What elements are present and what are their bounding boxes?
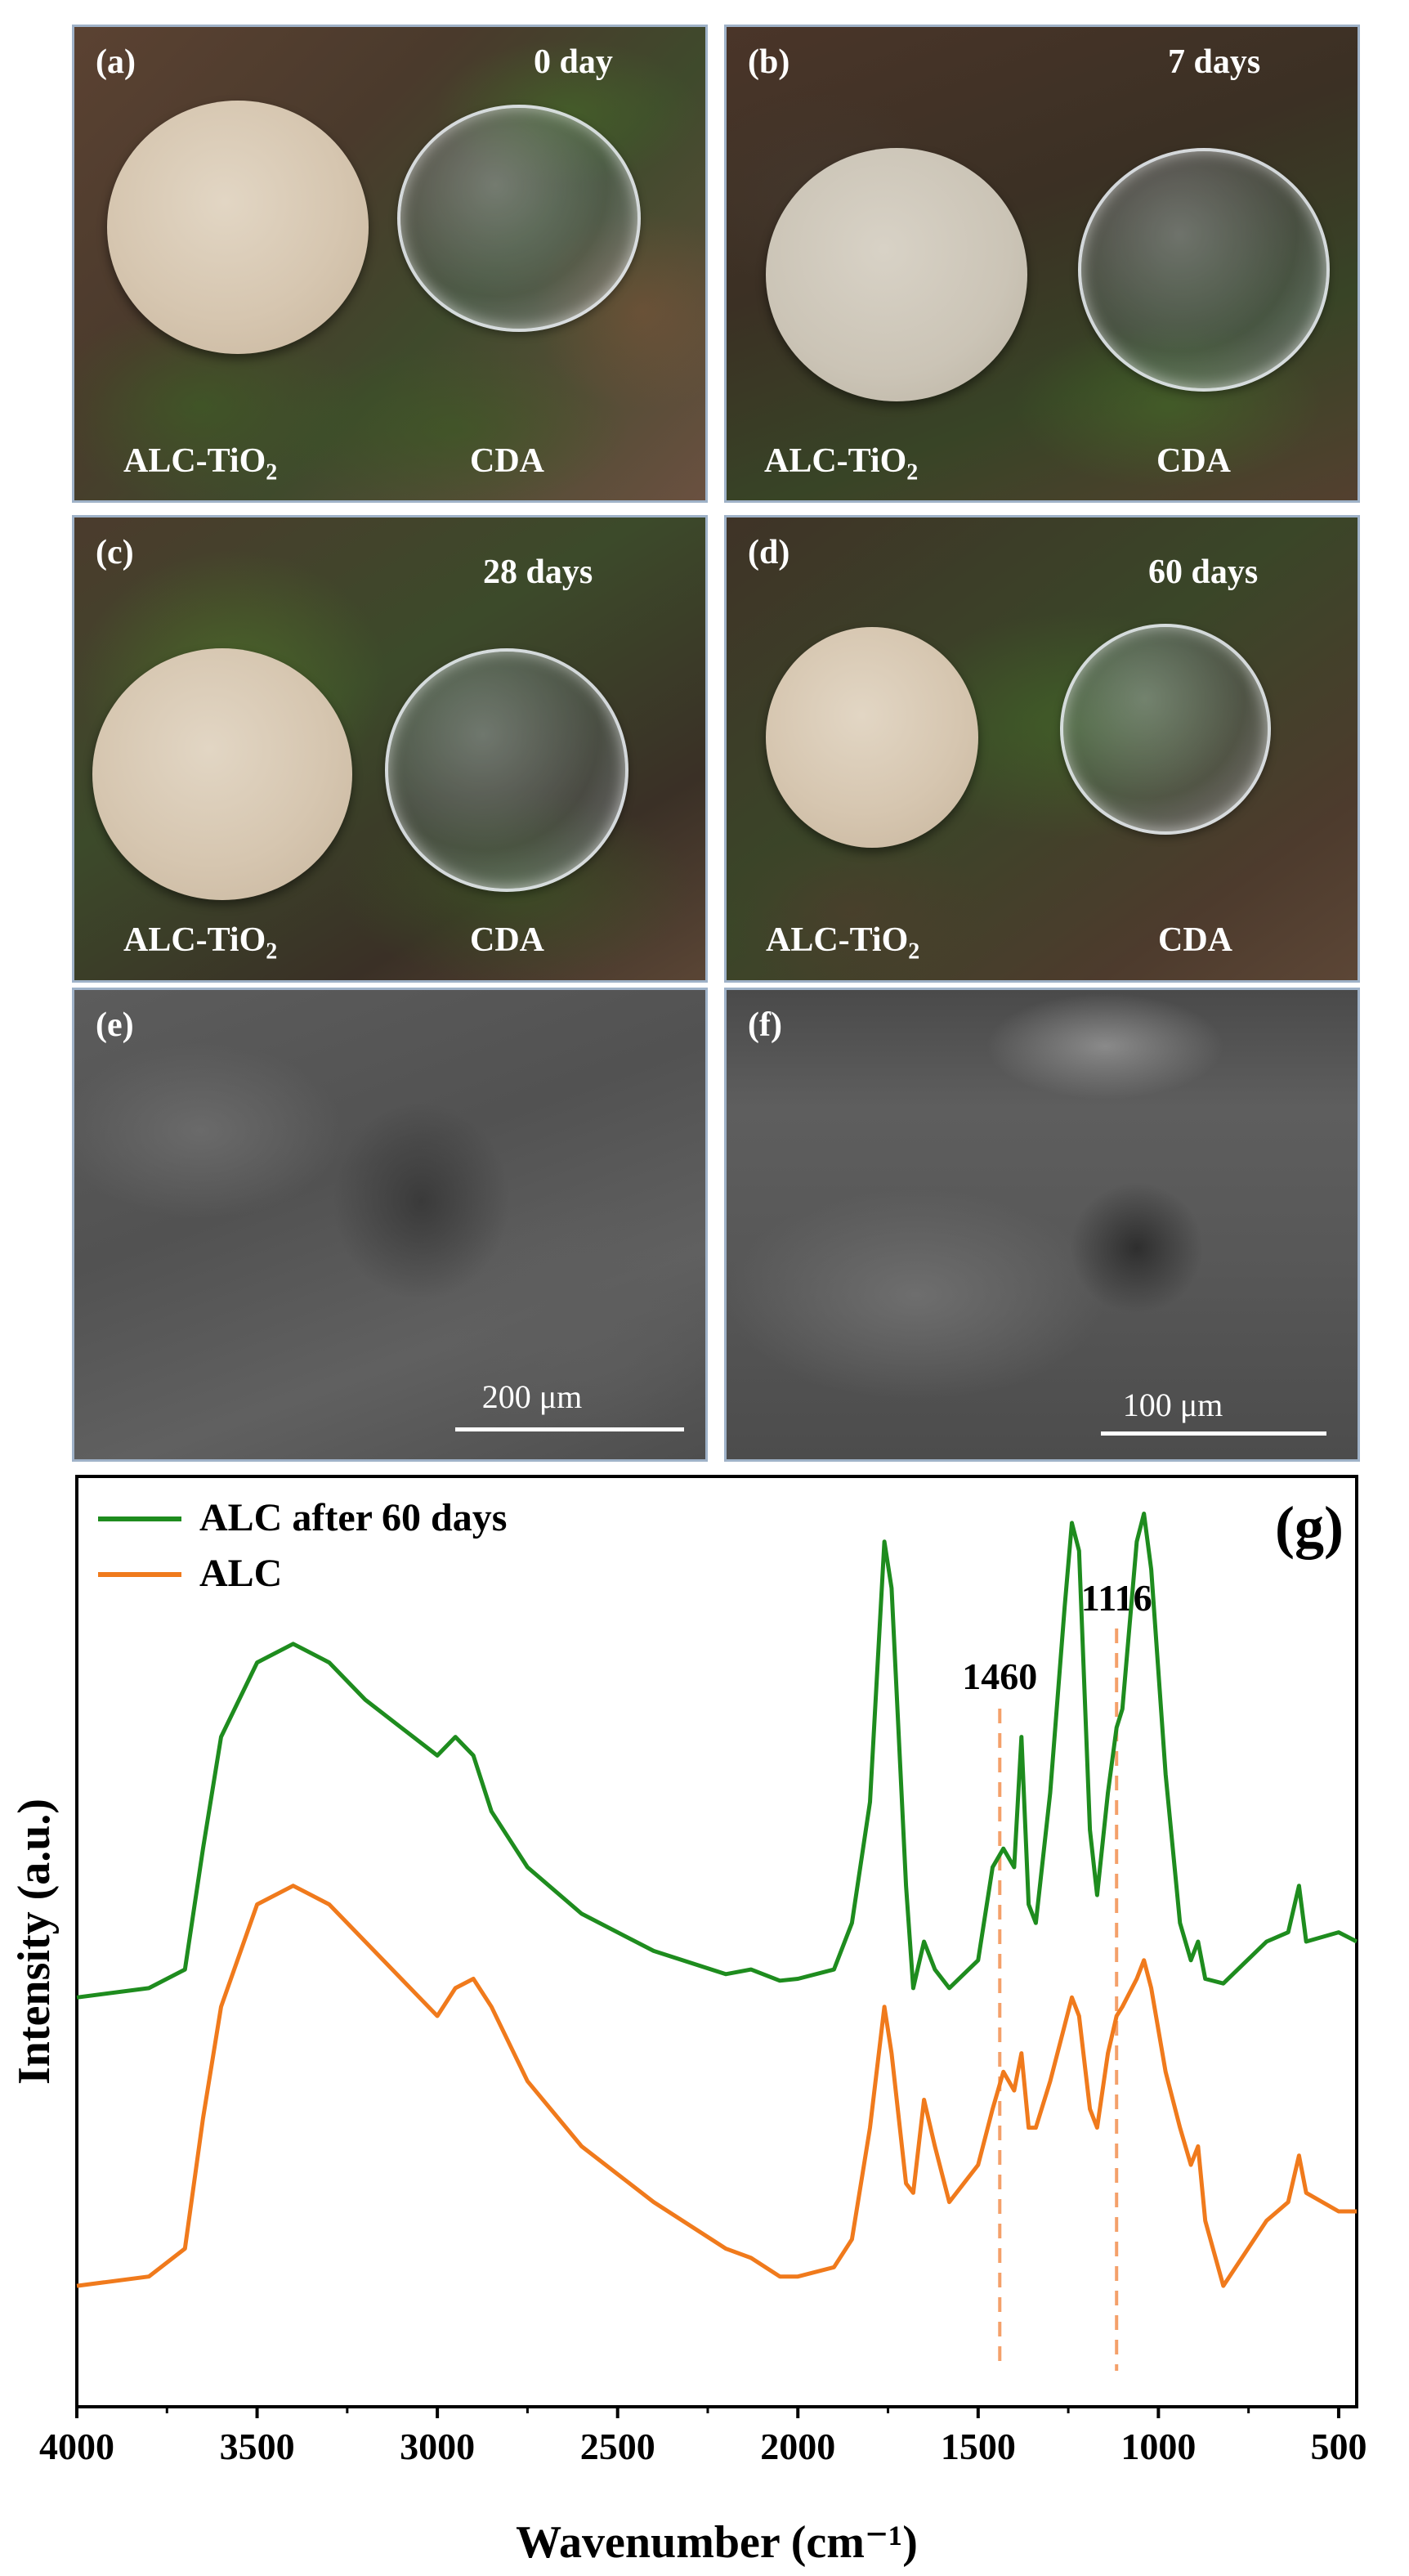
- sem-panel-e: (e) 200 μm: [72, 988, 708, 1462]
- plot-frame: [75, 1475, 1358, 2408]
- x-tick-label: 4000: [39, 2426, 114, 2467]
- sample-label-cda: CDA: [470, 442, 544, 480]
- sample-label-alc-tio2: ALC-TiO2: [764, 442, 919, 486]
- time-label-a: 0 day: [534, 43, 613, 81]
- scale-bar-label-e: 200 μm: [481, 1378, 583, 1415]
- sample-label-alc-tio2: ALC-TiO2: [766, 921, 920, 965]
- legend-label-1: ALC: [199, 1552, 282, 1595]
- sample-label-alc-tio2: ALC-TiO2: [123, 921, 278, 965]
- x-tick-label: 500: [1310, 2426, 1367, 2467]
- x-tick-label: 1000: [1120, 2426, 1196, 2467]
- x-axis-label: Wavenumber (cm⁻¹): [516, 2517, 918, 2568]
- x-tick-label: 3000: [400, 2426, 475, 2467]
- sem-panel-f: (f) 100 μm: [724, 988, 1360, 1462]
- time-label-b: 7 days: [1168, 43, 1261, 81]
- alc-tio2-disk: [107, 101, 369, 354]
- sample-label-cda: CDA: [1158, 921, 1232, 959]
- alc-tio2-disk: [766, 627, 978, 848]
- annotation-label-1460: 1460: [962, 1655, 1037, 1697]
- cda-film: [397, 105, 641, 332]
- x-tick-label: 3500: [220, 2426, 295, 2467]
- alc-tio2-disk: [766, 148, 1027, 401]
- alc-tio2-disk: [92, 648, 352, 900]
- sample-label-cda: CDA: [1156, 442, 1231, 480]
- photo-panel-b: (b) 7 days ALC-TiO2 CDA: [724, 25, 1360, 503]
- scale-bar-e: [455, 1427, 684, 1431]
- panel-label-b: (b): [748, 43, 790, 81]
- x-tick-label: 1500: [941, 2426, 1016, 2467]
- sample-label-cda: CDA: [470, 921, 544, 959]
- panel-label-d: (d): [748, 534, 790, 571]
- x-tick-label: 2500: [580, 2426, 655, 2467]
- photo-panel-a: (a) 0 day ALC-TiO2 CDA: [72, 25, 708, 503]
- x-tick-label: 2000: [760, 2426, 835, 2467]
- panel-label-g: (g): [1275, 1494, 1344, 1560]
- time-label-c: 28 days: [483, 553, 593, 591]
- panel-label-e: (e): [96, 1006, 134, 1044]
- series-line-alc: [76, 1884, 1357, 2288]
- scale-bar-label-f: 100 μm: [1122, 1387, 1223, 1423]
- cda-film: [1078, 148, 1330, 392]
- time-label-d: 60 days: [1148, 553, 1259, 591]
- series-line-alc-after-60-days: [76, 1512, 1358, 2000]
- panel-label-a: (a): [96, 43, 136, 81]
- photo-panel-d: (d) 60 days ALC-TiO2 CDA: [724, 515, 1360, 983]
- sample-label-alc-tio2: ALC-TiO2: [123, 442, 278, 486]
- y-axis-label: Intensity (a.u.): [9, 1799, 60, 2085]
- panel-label-f: (f): [748, 1006, 782, 1044]
- annotation-label-1116: 1116: [1081, 1577, 1152, 1619]
- cda-film: [1060, 624, 1271, 835]
- photo-panel-c: (c) 28 days ALC-TiO2 CDA: [72, 515, 708, 983]
- panel-label-c: (c): [96, 534, 134, 571]
- legend-label-0: ALC after 60 days: [199, 1496, 507, 1539]
- cda-film: [385, 648, 628, 892]
- scale-bar-f: [1101, 1431, 1326, 1436]
